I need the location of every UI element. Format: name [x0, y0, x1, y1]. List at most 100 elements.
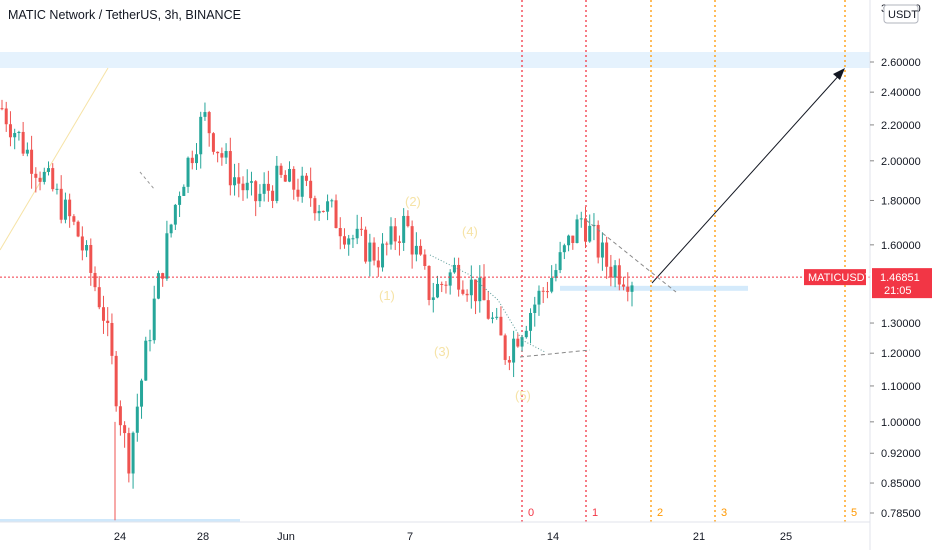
price-label: 1.46851: [880, 272, 920, 284]
candle-body: [288, 168, 292, 182]
candle-body: [220, 153, 224, 158]
candle-body: [249, 181, 253, 183]
wave-label: (1): [379, 288, 395, 303]
candle-body: [600, 242, 604, 258]
candle-body: [406, 215, 410, 227]
candle-body: [313, 198, 317, 214]
candle-body: [25, 149, 29, 154]
wave-label: (2): [405, 194, 421, 209]
candle-body: [140, 380, 144, 407]
candle-body: [237, 177, 241, 184]
candle-body: [123, 425, 127, 434]
candle-body: [423, 254, 427, 266]
candle-body: [465, 293, 469, 296]
candle-body: [436, 283, 440, 298]
candle-body: [72, 216, 76, 222]
fib-label: 1: [592, 507, 598, 519]
y-tick-label: 1.20000: [881, 348, 921, 360]
candle-body: [47, 168, 51, 172]
x-tick-label: Jun: [277, 531, 295, 543]
candle-body: [579, 218, 583, 220]
candle-body: [271, 190, 275, 201]
candle-body: [385, 243, 389, 245]
candle-body: [414, 245, 418, 255]
candle-body: [622, 284, 626, 287]
candle-body: [173, 204, 177, 225]
candle-body: [182, 186, 186, 196]
candle-body: [533, 304, 537, 313]
candle-body: [321, 210, 325, 212]
candle-body: [596, 224, 600, 258]
candle-body: [156, 273, 160, 299]
candle-body: [245, 182, 249, 191]
fib-label: 3: [721, 507, 727, 519]
candle-body: [275, 165, 279, 201]
candle-body: [554, 270, 558, 278]
chart-title: MATIC Network / TetherUS, 3h, BINANCE: [8, 8, 241, 22]
wave-label: (4): [462, 224, 478, 239]
candle-body: [326, 201, 330, 212]
countdown-label: 21:05: [884, 285, 912, 297]
candle-body: [241, 183, 245, 191]
candle-body: [359, 228, 363, 230]
candle-body: [575, 219, 579, 243]
x-tick-label: 28: [197, 531, 209, 543]
candle-body: [592, 224, 596, 226]
candle-body: [216, 151, 220, 154]
candle-body: [550, 277, 554, 292]
candle-body: [410, 226, 414, 255]
candle-body: [626, 286, 630, 292]
candle-body: [144, 340, 148, 381]
candle-body: [545, 291, 549, 293]
candle-body: [80, 236, 84, 251]
fib-label: 2: [657, 507, 663, 519]
candle-body: [372, 242, 376, 261]
candle-body: [330, 200, 334, 202]
candle-body: [228, 151, 232, 186]
candle-body: [148, 340, 152, 342]
candle-body: [427, 265, 431, 300]
candle-body: [503, 335, 507, 360]
candle-body: [59, 188, 63, 220]
candle-body: [389, 226, 393, 245]
candle-body: [541, 290, 545, 292]
y-tick-label: 0.85000: [881, 478, 921, 490]
wave-label: (3): [434, 344, 450, 359]
candle-body: [63, 199, 67, 220]
candle-body: [516, 338, 520, 347]
candle-body: [558, 252, 562, 271]
candle-body: [93, 272, 97, 288]
candle-body: [89, 245, 93, 273]
currency-label: USDT: [888, 9, 918, 21]
y-tick-label: 1.60000: [881, 240, 921, 252]
candle-body: [97, 287, 101, 308]
y-tick-label: 2.40000: [881, 87, 921, 99]
candle-body: [199, 116, 203, 155]
candle-body: [4, 108, 8, 125]
candle-body: [347, 238, 351, 245]
candle-body: [376, 260, 380, 268]
candle-body: [588, 225, 592, 242]
candle-body: [258, 193, 262, 202]
candle-body: [448, 272, 452, 286]
currency-box: [883, 4, 919, 24]
bottom-zone: [0, 519, 240, 522]
price-tag: [872, 268, 932, 299]
candle-body: [292, 168, 296, 190]
candle-body: [118, 406, 122, 426]
candle-body: [42, 171, 46, 182]
candle-body: [440, 283, 444, 285]
candle-body: [152, 298, 156, 341]
y-tick-label: 1.80000: [881, 195, 921, 207]
candle-body: [186, 157, 190, 187]
fib-label: 5: [851, 507, 857, 519]
candle-body: [444, 284, 448, 286]
candle-body: [21, 131, 25, 154]
y-tick-label: 1.00000: [881, 417, 921, 429]
candle-body: [266, 183, 270, 191]
candle-body: [34, 173, 38, 178]
candle-body: [304, 175, 308, 181]
candle-body: [135, 406, 139, 433]
candle-body: [76, 221, 80, 237]
